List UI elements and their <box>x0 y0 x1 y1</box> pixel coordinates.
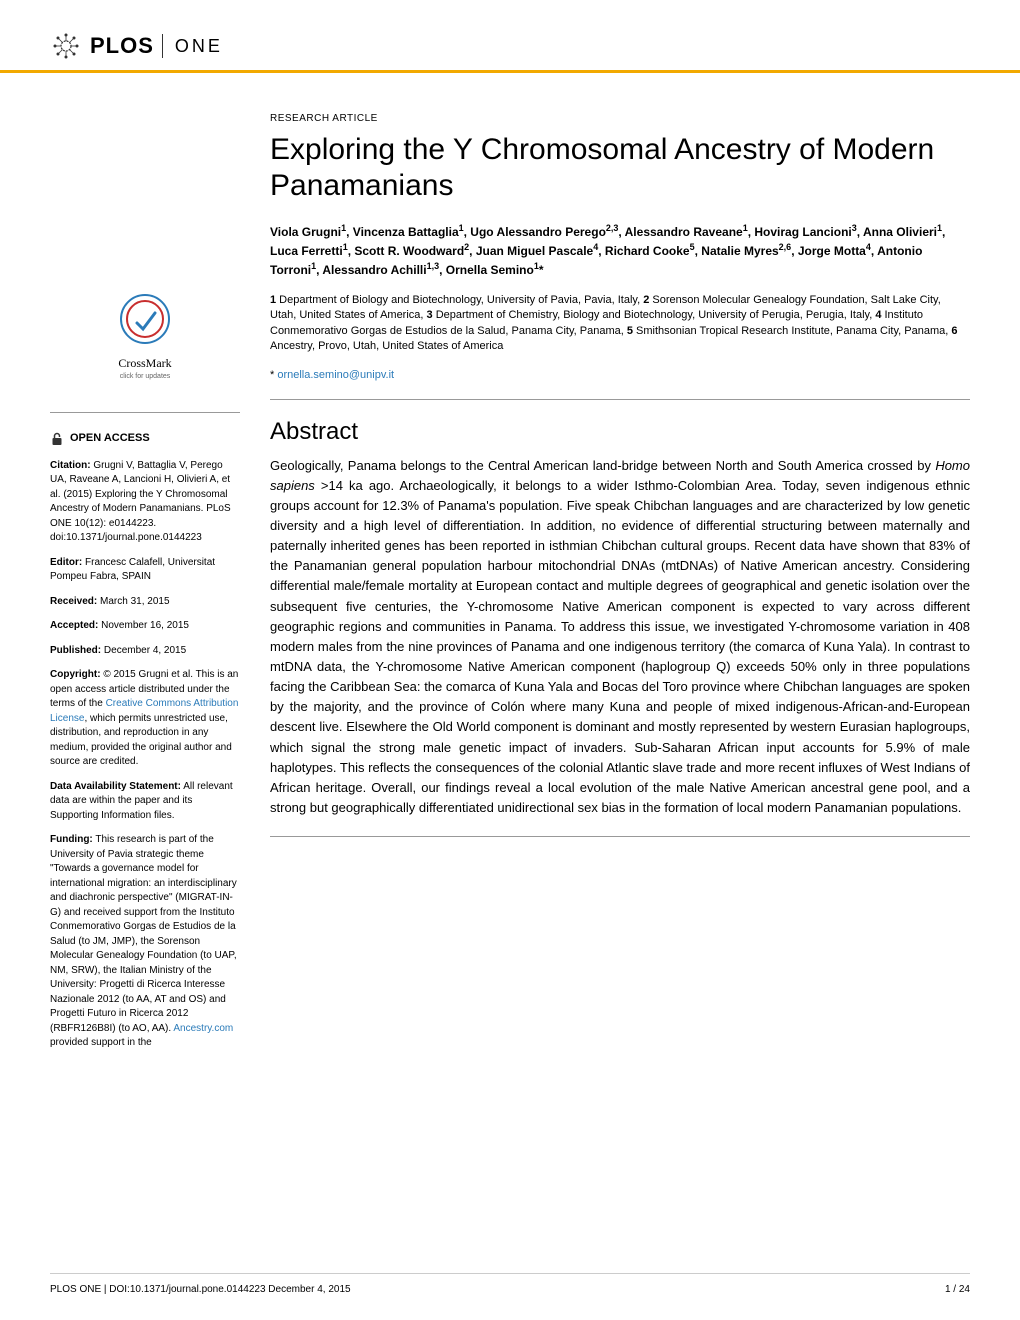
plos-icon <box>50 30 82 62</box>
sidebar-rule <box>50 412 240 413</box>
copyright-label: Copyright: <box>50 669 101 680</box>
logo-divider <box>162 34 163 58</box>
accepted-section: Accepted: November 16, 2015 <box>50 619 240 634</box>
crossmark-label: CrossMark <box>50 355 240 372</box>
abstract-heading: Abstract <box>270 418 970 446</box>
article-rule-bottom <box>270 836 970 837</box>
authors-list: Viola Grugni1, Vincenza Battaglia1, Ugo … <box>270 222 970 279</box>
journal-header: PLOS ONE <box>0 0 1020 73</box>
accepted-text: November 16, 2015 <box>101 620 189 631</box>
main-content: CrossMark click for updates OPEN ACCESS … <box>0 73 1020 1061</box>
citation-section: Citation: Grugni V, Battaglia V, Perego … <box>50 459 240 546</box>
open-access-text: OPEN ACCESS <box>70 431 150 447</box>
funding-label: Funding: <box>50 834 93 845</box>
data-availability-section: Data Availability Statement: All relevan… <box>50 780 240 824</box>
article-type: RESEARCH ARTICLE <box>270 113 970 124</box>
open-lock-icon <box>50 432 64 446</box>
plos-logo: PLOS ONE <box>50 30 970 62</box>
plos-wordmark: PLOS <box>90 33 154 59</box>
funding-text2: provided support in the <box>50 1037 152 1048</box>
funding-link[interactable]: Ancestry.com <box>173 1023 233 1034</box>
page-footer: PLOS ONE | DOI:10.1371/journal.pone.0144… <box>50 1273 970 1295</box>
crossmark-sublabel: click for updates <box>50 372 240 382</box>
published-text: December 4, 2015 <box>104 645 186 656</box>
corresponding-author: * ornella.semino@unipv.it <box>270 369 970 381</box>
corresponding-email[interactable]: ornella.semino@unipv.it <box>277 369 394 381</box>
crossmark-icon <box>119 293 171 345</box>
abstract-text: Geologically, Panama belongs to the Cent… <box>270 456 970 819</box>
received-label: Received: <box>50 596 97 607</box>
editor-section: Editor: Francesc Calafell, Universitat P… <box>50 556 240 585</box>
page-number: 1 / 24 <box>945 1284 970 1295</box>
accepted-label: Accepted: <box>50 620 98 631</box>
funding-text: This research is part of the University … <box>50 834 237 1034</box>
received-text: March 31, 2015 <box>100 596 170 607</box>
data-label: Data Availability Statement: <box>50 781 181 792</box>
received-section: Received: March 31, 2015 <box>50 595 240 610</box>
footer-citation: PLOS ONE | DOI:10.1371/journal.pone.0144… <box>50 1284 351 1295</box>
published-label: Published: <box>50 645 101 656</box>
journal-name: ONE <box>175 36 223 57</box>
affiliations-list: 1 Department of Biology and Biotechnolog… <box>270 293 970 355</box>
editor-label: Editor: <box>50 557 82 568</box>
sidebar: CrossMark click for updates OPEN ACCESS … <box>50 113 260 1061</box>
citation-text: Grugni V, Battaglia V, Perego UA, Ravean… <box>50 460 231 544</box>
article-body: RESEARCH ARTICLE Exploring the Y Chromos… <box>260 113 970 1061</box>
article-title: Exploring the Y Chromosomal Ancestry of … <box>270 132 970 204</box>
citation-label: Citation: <box>50 460 91 471</box>
copyright-section: Copyright: © 2015 Grugni et al. This is … <box>50 668 240 770</box>
crossmark-badge[interactable]: CrossMark click for updates <box>50 293 240 382</box>
open-access-badge: OPEN ACCESS <box>50 431 240 447</box>
published-section: Published: December 4, 2015 <box>50 644 240 659</box>
funding-section: Funding: This research is part of the Un… <box>50 833 240 1051</box>
article-rule-top <box>270 399 970 400</box>
